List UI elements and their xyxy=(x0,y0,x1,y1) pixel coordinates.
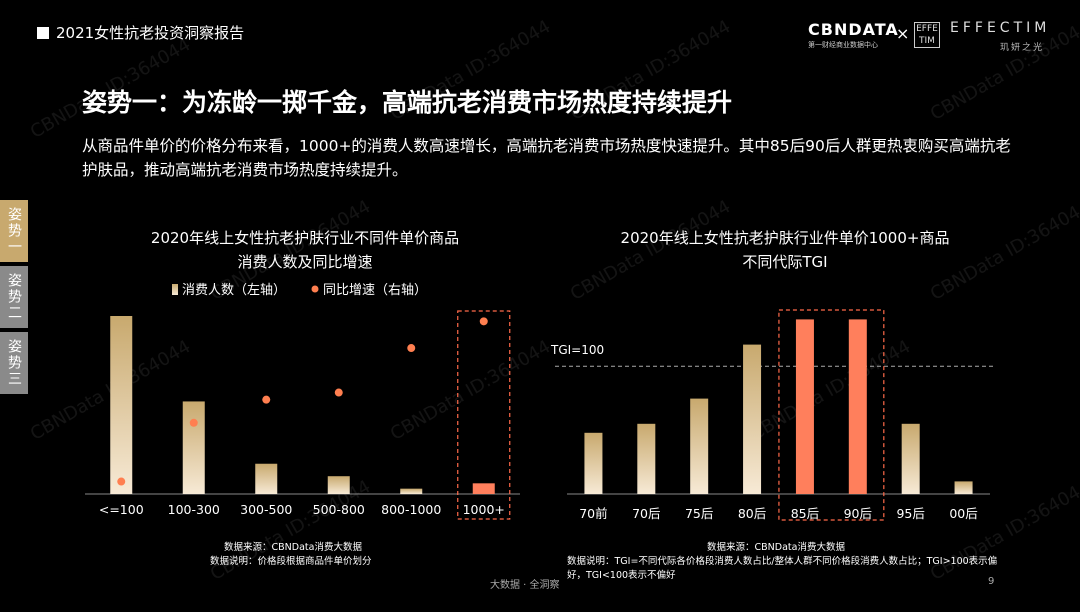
chart2-bar xyxy=(743,344,762,494)
chart1-tick-label: 1000+ xyxy=(463,502,505,517)
chart1-tick-label: 500-800 xyxy=(313,502,365,517)
chart1-bar xyxy=(182,401,205,494)
chart1-dot xyxy=(334,388,343,397)
chart2-bar xyxy=(954,481,973,494)
logo-separator: × xyxy=(896,24,910,43)
chart2-bar xyxy=(690,398,709,494)
chart2-tick-label: 80后 xyxy=(738,506,766,521)
chart1-dot xyxy=(262,395,271,404)
side-tab-1[interactable]: 姿势一 xyxy=(0,200,28,262)
page-number: 9 xyxy=(988,576,995,587)
chart1-dot xyxy=(117,477,126,486)
chart1-bar xyxy=(255,463,278,494)
chart1-dot xyxy=(407,344,416,353)
chart1-bar xyxy=(472,483,495,494)
chart1-dot xyxy=(189,418,198,427)
side-tabs: 姿势一 姿势二 姿势三 xyxy=(0,200,28,398)
effectim-logo-sub: 玑妍之光 xyxy=(1000,43,1045,53)
legend-dot-label: 同比增速（右轴） xyxy=(323,283,427,298)
cbndata-logo: CBNDATA xyxy=(808,20,899,39)
effectim-logo-icon: EFFE TIM xyxy=(914,22,940,48)
chart1-tick-label: 100-300 xyxy=(168,502,220,517)
chart2-title-line1: 2020年线上女性抗老护肤行业件单价1000+商品 xyxy=(620,229,950,247)
chart1-title-line1: 2020年线上女性抗老护肤行业不同件单价商品 xyxy=(150,229,460,247)
chart2-reference-label: TGI=100 xyxy=(550,343,604,357)
chart2-source: 数据来源：CBNData消费大数据 xyxy=(707,542,845,553)
chart2-notes: 数据来源：CBNData消费大数据 数据说明：TGI=不同代际各价格段消费人数占… xyxy=(567,541,1007,583)
chart2-bar xyxy=(848,319,867,494)
chart1-title: 2020年线上女性抗老护肤行业不同件单价商品 消费人数及同比增速 xyxy=(100,226,510,274)
chart2-bar xyxy=(637,423,656,494)
chart2-bar xyxy=(795,319,814,494)
cbndata-logo-sub: 第一财经商业数据中心 xyxy=(808,41,878,49)
header-square-icon xyxy=(37,27,49,39)
chart2-tick-label: 00后 xyxy=(949,506,977,521)
effectim-logo: EFFECTIM xyxy=(950,20,1051,36)
chart1-tick-label: 800-1000 xyxy=(381,502,441,517)
chart2-tick-label: 85后 xyxy=(791,506,819,521)
chart2: TGI=100 70前 70后 75后 80后 85后 90后 95后 00后 xyxy=(550,309,995,521)
chart2-title-line2: 不同代际TGI xyxy=(742,253,828,271)
chart1-highlight-box xyxy=(457,310,511,520)
chart1-bar xyxy=(110,316,133,494)
chart2-tick-label: 75后 xyxy=(685,506,713,521)
side-tab-2[interactable]: 姿势二 xyxy=(0,266,28,328)
chart2-bar xyxy=(584,432,603,494)
chart2-highlight-box xyxy=(778,309,885,521)
slide-description: 从商品件单价的价格分布来看，1000+的消费人数高速增长，高端抗老消费市场热度快… xyxy=(82,137,1011,179)
chart2-tick-label: 95后 xyxy=(896,506,924,521)
chart2-bar xyxy=(901,423,920,494)
chart1-tick-label: 300-500 xyxy=(240,502,292,517)
chart2-title: 2020年线上女性抗老护肤行业件单价1000+商品 不同代际TGI xyxy=(575,226,995,274)
legend-dot-swatch xyxy=(311,285,319,293)
slide-title: 姿势一：为冻龄一掷千金，高端抗老消费市场热度持续提升 xyxy=(82,88,733,117)
chart1-notes: 数据来源：CBNData消费大数据 数据说明：价格段根据商品件单价划分 xyxy=(210,541,470,569)
chart2-tick-label: 70前 xyxy=(579,506,607,521)
chart1-desc: 数据说明：价格段根据商品件单价划分 xyxy=(210,556,372,567)
footer-text: 大数据 · 全洞察 xyxy=(490,580,560,591)
legend-bar-label: 消费人数（左轴） xyxy=(182,283,286,298)
chart1-source: 数据来源：CBNData消费大数据 xyxy=(224,542,362,553)
chart1-bar xyxy=(327,476,350,494)
chart1-tick-label: <=100 xyxy=(99,502,144,517)
chart1: 消费人数（左轴） 同比增速（右轴） <=100 100-300 300-500 500-… xyxy=(85,283,520,520)
chart2-desc: 数据说明：TGI=不同代际各价格段消费人数占比/整体人群不同价格段消费人数占比；… xyxy=(567,556,998,581)
report-title: 2021女性抗老投资洞察报告 xyxy=(56,24,245,42)
chart1-bar xyxy=(400,488,423,494)
legend-bar-swatch xyxy=(172,284,178,295)
chart2-tick-label: 70后 xyxy=(632,506,660,521)
chart2-tick-label: 90后 xyxy=(844,506,872,521)
side-tab-3[interactable]: 姿势三 xyxy=(0,332,28,394)
chart1-dot xyxy=(479,317,488,326)
chart1-title-line2: 消费人数及同比增速 xyxy=(237,253,373,271)
